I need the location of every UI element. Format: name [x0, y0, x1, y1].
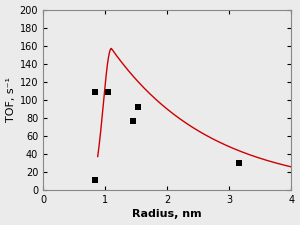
Point — [106, 90, 111, 94]
Point — [236, 162, 241, 165]
Point — [136, 106, 140, 109]
Point — [131, 119, 136, 123]
Point — [92, 90, 97, 94]
Point — [92, 178, 97, 181]
Y-axis label: TOF, s⁻¹: TOF, s⁻¹ — [6, 77, 16, 122]
X-axis label: Radius, nm: Radius, nm — [132, 209, 202, 219]
